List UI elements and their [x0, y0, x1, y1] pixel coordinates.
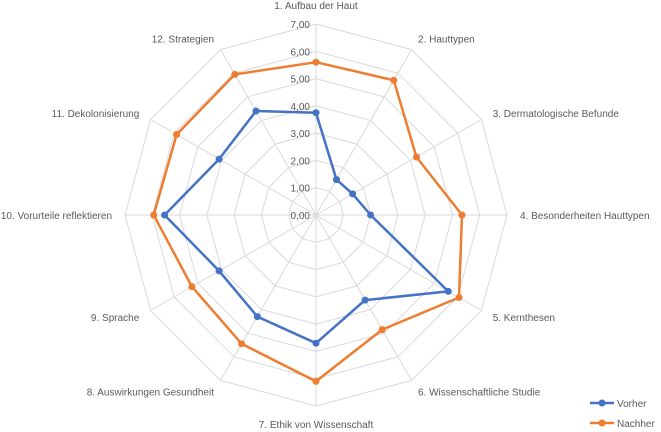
- tick-label: 0,00: [291, 211, 311, 222]
- category-label: 11. Dekolonisierung: [52, 109, 140, 120]
- data-point: [458, 211, 466, 219]
- legend-label: Nachher: [617, 419, 655, 430]
- category-label: 4. Besonderheiten Hauttypen: [520, 211, 650, 222]
- category-label: 7. Ethik von Wissenschaft: [259, 420, 374, 431]
- data-point: [312, 377, 320, 385]
- category-label: 3. Dermatologische Befunde: [493, 109, 620, 120]
- data-point: [215, 155, 223, 163]
- data-point: [378, 326, 386, 334]
- category-label: 5. Kernthesen: [493, 313, 555, 324]
- category-label: 10. Vorurteile reflektieren: [1, 211, 112, 222]
- data-point: [390, 76, 398, 84]
- data-point: [161, 211, 169, 219]
- tick-label: 4,00: [291, 102, 311, 113]
- data-point: [349, 190, 357, 198]
- tick-label: 1,00: [291, 184, 311, 195]
- data-point: [444, 287, 452, 295]
- data-point: [312, 58, 320, 66]
- category-label: 9. Sprache: [91, 313, 140, 324]
- legend: Vorher Nachher: [590, 399, 655, 430]
- legend-marker: [598, 419, 606, 427]
- data-point: [312, 339, 320, 347]
- data-point: [215, 267, 223, 275]
- tick-label: 3,00: [291, 129, 311, 140]
- data-point: [367, 211, 375, 219]
- legend-marker: [598, 399, 606, 407]
- data-point: [150, 211, 158, 219]
- data-point: [361, 296, 369, 304]
- grid-spoke: [220, 214, 317, 381]
- data-point: [188, 283, 196, 291]
- tick-label: 2,00: [291, 156, 311, 167]
- data-point: [252, 107, 260, 115]
- category-label: 6. Wissenschaftliche Studie: [418, 388, 541, 399]
- grid-spoke: [150, 214, 317, 311]
- data-point: [231, 70, 239, 78]
- series-layer: [150, 58, 466, 385]
- radar-grid: [124, 23, 508, 407]
- data-point: [412, 153, 420, 161]
- category-label: 8. Auswirkungen Gesundheit: [87, 388, 215, 399]
- tick-label: 6,00: [291, 47, 311, 58]
- grid-spoke: [315, 119, 482, 216]
- grid-spoke: [315, 214, 482, 311]
- series-line: [163, 109, 450, 345]
- category-labels: 1. Aufbau der Haut 2. Hauttypen 3. Dermato…: [1, 1, 650, 431]
- tick-label: 7,00: [291, 20, 311, 31]
- data-point: [173, 131, 181, 138]
- category-label: 2. Hauttypen: [418, 34, 475, 45]
- data-point: [312, 109, 320, 117]
- legend-label: Vorher: [617, 399, 647, 410]
- grid-spoke: [315, 49, 412, 216]
- data-point: [455, 294, 463, 301]
- category-label: 12. Strategien: [152, 34, 214, 45]
- data-point: [333, 176, 340, 184]
- radial-tick-labels: 0,00 1,00 2,00 3,00 4,00 5,00 6,00 7,00: [291, 20, 311, 222]
- data-point: [238, 340, 246, 348]
- tick-label: 5,00: [291, 75, 311, 86]
- data-point: [253, 313, 261, 321]
- category-label: 1. Aufbau der Haut: [274, 1, 358, 12]
